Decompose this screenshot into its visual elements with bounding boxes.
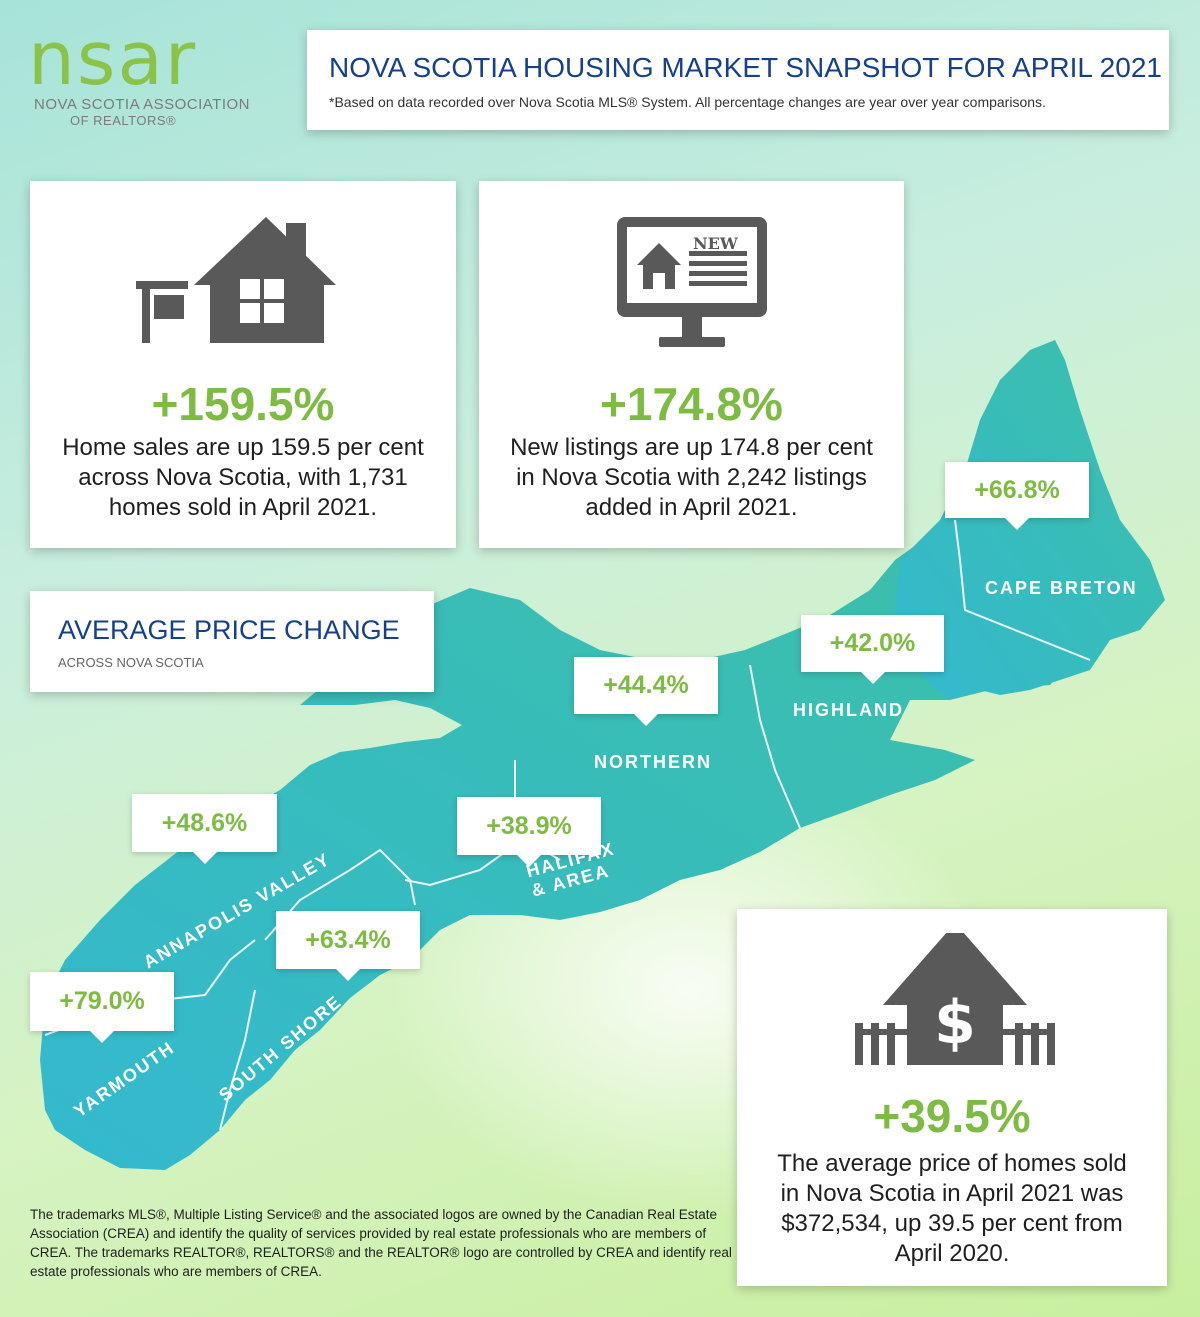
header-card: NOVA SCOTIA HOUSING MARKET SNAPSHOT FOR … — [307, 30, 1169, 130]
border-valley-shore — [264, 848, 416, 941]
avg-price-title: AVERAGE PRICE CHANGE — [58, 615, 400, 645]
region-label-cape-breton: CAPE BRETON — [985, 578, 1138, 598]
logo-line2: OF REALTORS® — [70, 113, 177, 128]
avg-price-box: AVERAGE PRICE CHANGE ACROSS NOVA SCOTIA — [30, 591, 434, 692]
region-change-northern: +44.4% — [574, 657, 718, 726]
border-highland-north — [749, 664, 801, 829]
region-label-highland: HIGHLAND — [793, 700, 904, 720]
region-change-yarmouth: +79.0% — [30, 972, 174, 1043]
avg-price-subtitle: ACROSS NOVA SCOTIA — [58, 655, 204, 670]
border-halifax-west — [404, 844, 516, 887]
page-subtitle: *Based on data recorded over Nova Scotia… — [329, 94, 1046, 110]
region-change-south-shore: +63.4% — [276, 911, 420, 981]
avg-price-text: The average price of homes sold in Nova … — [777, 1150, 1127, 1267]
region-change-cape-breton: +66.8% — [945, 462, 1089, 530]
home-sales-card: +159.5% Home sales are up 159.5 per cent… — [30, 181, 456, 548]
avg-price-percent: +39.5% — [873, 1090, 1031, 1142]
avg-price-card: $ +39.5% The average price of homes sold… — [737, 909, 1167, 1286]
page-title: NOVA SCOTIA HOUSING MARKET SNAPSHOT FOR … — [329, 52, 1162, 83]
svg-text:$: $ — [934, 988, 976, 1058]
logo: nsar NOVA SCOTIA ASSOCIATION OF REALTORS… — [28, 22, 268, 132]
new-listings-card: NEW +174.8% New listings are up 174.8 pe… — [479, 181, 904, 548]
home-sales-text: Home sales are up 159.5 per cent across … — [62, 434, 424, 521]
new-badge: NEW — [693, 234, 738, 253]
region-change-halifax: +38.9% — [457, 797, 601, 867]
house-dollar-icon: $ — [855, 933, 1055, 1065]
region-label-northern: NORTHERN — [594, 752, 712, 772]
cape-breton-shape — [895, 340, 1165, 700]
new-listings-text: New listings are up 174.8 per cent in No… — [510, 434, 873, 521]
logo-line1: NOVA SCOTIA ASSOCIATION — [34, 96, 250, 113]
home-sales-percent: +159.5% — [151, 378, 335, 430]
border-cape-breton — [954, 519, 1091, 661]
new-listings-percent: +174.8% — [600, 378, 783, 430]
region-change-highland: +42.0% — [801, 615, 944, 684]
region-change-annapolis: +48.6% — [132, 794, 277, 864]
new-listing-monitor-icon — [617, 217, 767, 347]
house-for-sale-icon — [136, 217, 336, 343]
logo-mark: nsar — [28, 16, 198, 102]
border-inner-south — [219, 989, 256, 1131]
footer-disclaimer: The trademarks MLS®, Multiple Listing Se… — [30, 1207, 732, 1279]
